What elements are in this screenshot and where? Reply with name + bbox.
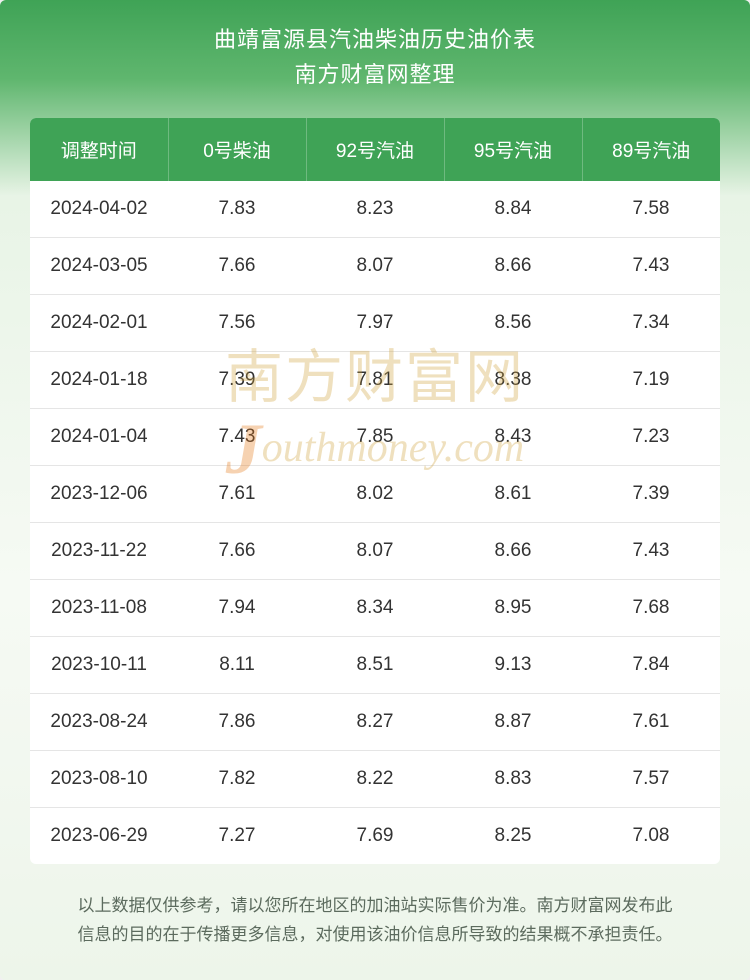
price-cell: 9.13 <box>444 637 582 694</box>
price-card: 曲靖富源县汽油柴油历史油价表 南方财富网整理 南方财富网 Jouthmoney.… <box>0 0 750 980</box>
price-cell: 8.07 <box>306 238 444 295</box>
price-cell: 7.39 <box>168 352 306 409</box>
price-cell: 8.84 <box>444 181 582 238</box>
date-cell: 2023-10-11 <box>30 637 168 694</box>
price-cell: 7.56 <box>168 295 306 352</box>
price-cell: 7.81 <box>306 352 444 409</box>
table-row: 2024-01-187.397.818.387.19 <box>30 352 720 409</box>
price-cell: 8.61 <box>444 466 582 523</box>
price-cell: 8.51 <box>306 637 444 694</box>
price-cell: 7.23 <box>582 409 720 466</box>
price-cell: 7.34 <box>582 295 720 352</box>
price-cell: 8.38 <box>444 352 582 409</box>
table-row: 2023-08-107.828.228.837.57 <box>30 751 720 808</box>
price-cell: 8.25 <box>444 808 582 865</box>
table-row: 2023-08-247.868.278.877.61 <box>30 694 720 751</box>
price-cell: 8.02 <box>306 466 444 523</box>
table-body: 2024-04-027.838.238.847.582024-03-057.66… <box>30 181 720 864</box>
table-row: 2024-04-027.838.238.847.58 <box>30 181 720 238</box>
price-cell: 7.84 <box>582 637 720 694</box>
date-cell: 2024-02-01 <box>30 295 168 352</box>
col-header-4: 89号汽油 <box>582 118 720 181</box>
table-row: 2023-06-297.277.698.257.08 <box>30 808 720 865</box>
price-cell: 8.56 <box>444 295 582 352</box>
date-cell: 2023-06-29 <box>30 808 168 865</box>
price-table: 调整时间0号柴油92号汽油95号汽油89号汽油 2024-04-027.838.… <box>30 118 720 864</box>
price-cell: 8.83 <box>444 751 582 808</box>
price-cell: 7.57 <box>582 751 720 808</box>
price-cell: 7.85 <box>306 409 444 466</box>
price-cell: 7.39 <box>582 466 720 523</box>
date-cell: 2023-08-10 <box>30 751 168 808</box>
price-cell: 7.43 <box>582 238 720 295</box>
price-cell: 8.27 <box>306 694 444 751</box>
date-cell: 2023-08-24 <box>30 694 168 751</box>
price-cell: 7.68 <box>582 580 720 637</box>
date-cell: 2024-04-02 <box>30 181 168 238</box>
price-cell: 7.08 <box>582 808 720 865</box>
card-header: 曲靖富源县汽油柴油历史油价表 南方财富网整理 <box>0 0 750 118</box>
price-cell: 7.86 <box>168 694 306 751</box>
price-cell: 8.22 <box>306 751 444 808</box>
price-cell: 8.07 <box>306 523 444 580</box>
price-cell: 7.61 <box>582 694 720 751</box>
table-row: 2023-11-087.948.348.957.68 <box>30 580 720 637</box>
col-header-0: 调整时间 <box>30 118 168 181</box>
col-header-2: 92号汽油 <box>306 118 444 181</box>
col-header-1: 0号柴油 <box>168 118 306 181</box>
table-container: 调整时间0号柴油92号汽油95号汽油89号汽油 2024-04-027.838.… <box>30 118 720 864</box>
price-cell: 7.94 <box>168 580 306 637</box>
price-cell: 7.19 <box>582 352 720 409</box>
date-cell: 2024-01-18 <box>30 352 168 409</box>
price-cell: 8.34 <box>306 580 444 637</box>
price-cell: 8.87 <box>444 694 582 751</box>
price-cell: 7.43 <box>582 523 720 580</box>
disclaimer: 以上数据仅供参考，请以您所在地区的加油站实际售价为准。南方财富网发布此信息的目的… <box>0 864 750 950</box>
col-header-3: 95号汽油 <box>444 118 582 181</box>
date-cell: 2024-03-05 <box>30 238 168 295</box>
price-cell: 7.66 <box>168 238 306 295</box>
title-line1: 曲靖富源县汽油柴油历史油价表 <box>20 22 730 57</box>
table-row: 2024-01-047.437.858.437.23 <box>30 409 720 466</box>
price-cell: 7.43 <box>168 409 306 466</box>
table-row: 2024-02-017.567.978.567.34 <box>30 295 720 352</box>
price-cell: 7.83 <box>168 181 306 238</box>
date-cell: 2023-11-08 <box>30 580 168 637</box>
price-cell: 8.11 <box>168 637 306 694</box>
price-cell: 8.23 <box>306 181 444 238</box>
table-header-row: 调整时间0号柴油92号汽油95号汽油89号汽油 <box>30 118 720 181</box>
date-cell: 2023-12-06 <box>30 466 168 523</box>
price-cell: 7.27 <box>168 808 306 865</box>
price-cell: 8.95 <box>444 580 582 637</box>
price-cell: 7.82 <box>168 751 306 808</box>
price-cell: 8.66 <box>444 523 582 580</box>
date-cell: 2023-11-22 <box>30 523 168 580</box>
price-cell: 8.66 <box>444 238 582 295</box>
price-cell: 7.66 <box>168 523 306 580</box>
date-cell: 2024-01-04 <box>30 409 168 466</box>
title-line2: 南方财富网整理 <box>20 57 730 92</box>
price-cell: 7.97 <box>306 295 444 352</box>
price-cell: 7.58 <box>582 181 720 238</box>
table-row: 2023-10-118.118.519.137.84 <box>30 637 720 694</box>
price-cell: 7.61 <box>168 466 306 523</box>
table-row: 2023-12-067.618.028.617.39 <box>30 466 720 523</box>
table-head: 调整时间0号柴油92号汽油95号汽油89号汽油 <box>30 118 720 181</box>
price-cell: 8.43 <box>444 409 582 466</box>
table-row: 2023-11-227.668.078.667.43 <box>30 523 720 580</box>
price-cell: 7.69 <box>306 808 444 865</box>
table-row: 2024-03-057.668.078.667.43 <box>30 238 720 295</box>
